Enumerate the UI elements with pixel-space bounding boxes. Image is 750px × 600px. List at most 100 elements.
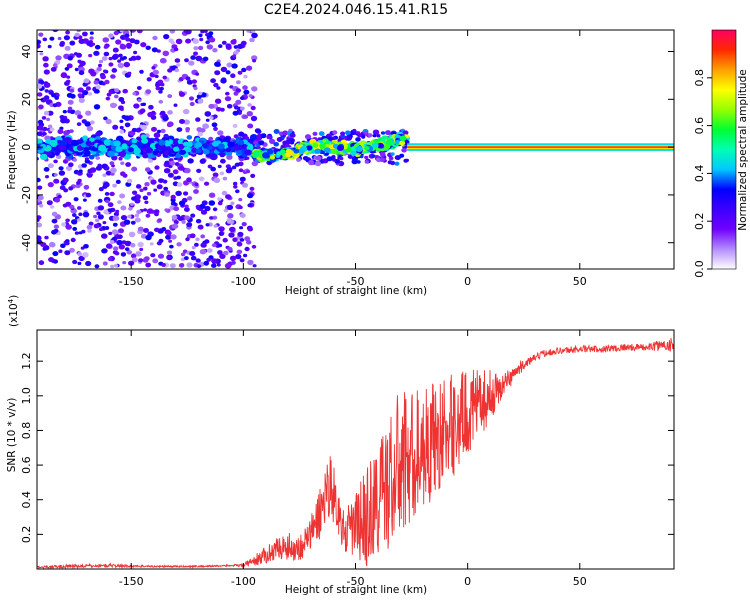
spectrogram-cell — [179, 119, 185, 124]
spectrogram-cell — [245, 169, 251, 174]
spectrogram-cell — [182, 249, 188, 254]
spectrogram-cell — [240, 40, 247, 46]
spectrogram-cell — [112, 250, 118, 255]
spectrogram-cell — [37, 92, 43, 97]
spectrogram-cell — [227, 246, 233, 252]
spectrogram-cell — [62, 203, 68, 208]
spectrogram-cell — [64, 45, 71, 51]
spectrogram-cell — [239, 106, 245, 111]
spectrogram-cell — [326, 156, 333, 162]
spectrogram-cell — [244, 246, 250, 252]
spectrogram-cell — [163, 186, 169, 191]
spectrogram-cell — [152, 258, 159, 264]
spectrogram-cell — [218, 226, 225, 232]
spectrogram-cell — [226, 204, 234, 210]
spectrogram-cell — [139, 108, 146, 113]
spectrogram-cell — [116, 239, 123, 246]
spectrogram-cell — [169, 160, 176, 166]
snr-panel: -150 -100 -50 0 50 0.2 0.4 0.6 0.8 1.0 1.2 Height… — [6, 295, 675, 596]
spectrogram-cell — [78, 231, 83, 235]
spectrogram-cell — [243, 89, 250, 95]
spectrogram-cell — [204, 181, 210, 186]
x-tick-label: 0 — [464, 275, 471, 288]
spectrogram-cell — [47, 44, 52, 49]
spectrogram-cell — [119, 119, 124, 124]
spectrogram-cell — [128, 231, 136, 238]
spectrogram-cell — [44, 235, 49, 240]
spectrogram-y-ticks: -40 -20 0 20 40 — [20, 45, 674, 252]
spectrogram-cell — [187, 158, 194, 164]
spectrogram-cell — [107, 208, 113, 213]
spectrogram-cell — [226, 104, 233, 109]
spectrogram-cell — [145, 262, 152, 268]
spectrogram-cell — [69, 204, 75, 210]
spectrogram-cell — [83, 184, 90, 190]
spectrogram-cell — [184, 207, 190, 212]
spectrogram-cell — [85, 192, 92, 198]
spectrogram-cell — [199, 158, 206, 164]
spectrogram-cell — [188, 60, 195, 66]
spectrogram-cell — [193, 189, 199, 194]
snr-y-axis-label: SNR (10 * v/v) — [6, 398, 18, 473]
spectrogram-cell — [232, 54, 237, 58]
spectrogram-cell — [247, 103, 252, 107]
spectrogram-cell — [69, 247, 75, 253]
spectrogram-cell — [189, 101, 195, 107]
spectrogram-cell — [74, 110, 81, 116]
spectrogram-cell — [252, 59, 257, 63]
spectrogram-cell — [120, 205, 127, 211]
spectrogram-cell — [132, 190, 138, 195]
spectrogram-cell — [72, 259, 78, 265]
spectrogram-cell — [43, 82, 51, 88]
spectrogram-cell — [43, 167, 50, 172]
spectrogram-cell — [246, 111, 253, 117]
spectrogram-cell — [89, 36, 94, 40]
spectrogram-cell — [84, 157, 89, 161]
spectrogram-cell — [250, 105, 256, 111]
spectrogram-cell — [214, 98, 222, 104]
spectrogram-cell — [189, 96, 194, 101]
y-tick-label: 0.8 — [20, 422, 33, 440]
spectrogram-cell — [89, 120, 95, 125]
spectrogram-cell — [130, 202, 134, 206]
spectrogram-cell — [128, 147, 134, 153]
spectrogram-cell — [121, 240, 127, 245]
spectrogram-cell — [67, 56, 74, 61]
spectrogram-cell — [253, 140, 259, 145]
spectrogram-cell — [124, 33, 130, 38]
spectrogram-cell — [137, 241, 144, 248]
spectrogram-cell — [53, 173, 58, 177]
spectrogram-cell — [269, 138, 276, 144]
spectrogram-cell — [155, 86, 161, 91]
spectrogram-cell — [208, 136, 214, 141]
spectrogram-cell — [78, 97, 85, 103]
spectrogram-cell — [151, 126, 157, 132]
spectrogram-cell — [40, 153, 48, 161]
spectrogram-cell — [37, 218, 40, 222]
spectrogram-cell — [158, 178, 164, 184]
spectrogram-cell — [78, 169, 83, 173]
y-tick-label: 0.2 — [20, 526, 33, 544]
spectrogram-cell — [120, 139, 127, 145]
spectrogram-cell — [102, 37, 110, 43]
spectrogram-cell — [217, 164, 222, 169]
spectrogram-cell — [167, 121, 174, 127]
spectrogram-cell — [204, 111, 212, 117]
spectrogram-cell — [120, 171, 126, 177]
spectrogram-cell — [199, 203, 206, 209]
snr-series-line — [36, 337, 675, 570]
spectrogram-cell — [37, 43, 41, 49]
spectrogram-cell — [175, 190, 182, 197]
spectrogram-cell — [217, 243, 223, 248]
spectrogram-cell — [203, 30, 208, 33]
spectrogram-cell — [136, 30, 143, 34]
spectrogram-cell — [217, 250, 223, 255]
spectrogram-cell — [208, 192, 216, 198]
spectrogram-cell — [143, 228, 149, 233]
spectrogram-cell — [355, 145, 363, 152]
spectrogram-cell — [388, 156, 394, 161]
spectrogram-cell — [202, 144, 209, 149]
spectrogram-cell — [262, 152, 270, 159]
spectrogram-cell — [204, 205, 211, 212]
spectrogram-cell — [225, 194, 232, 200]
